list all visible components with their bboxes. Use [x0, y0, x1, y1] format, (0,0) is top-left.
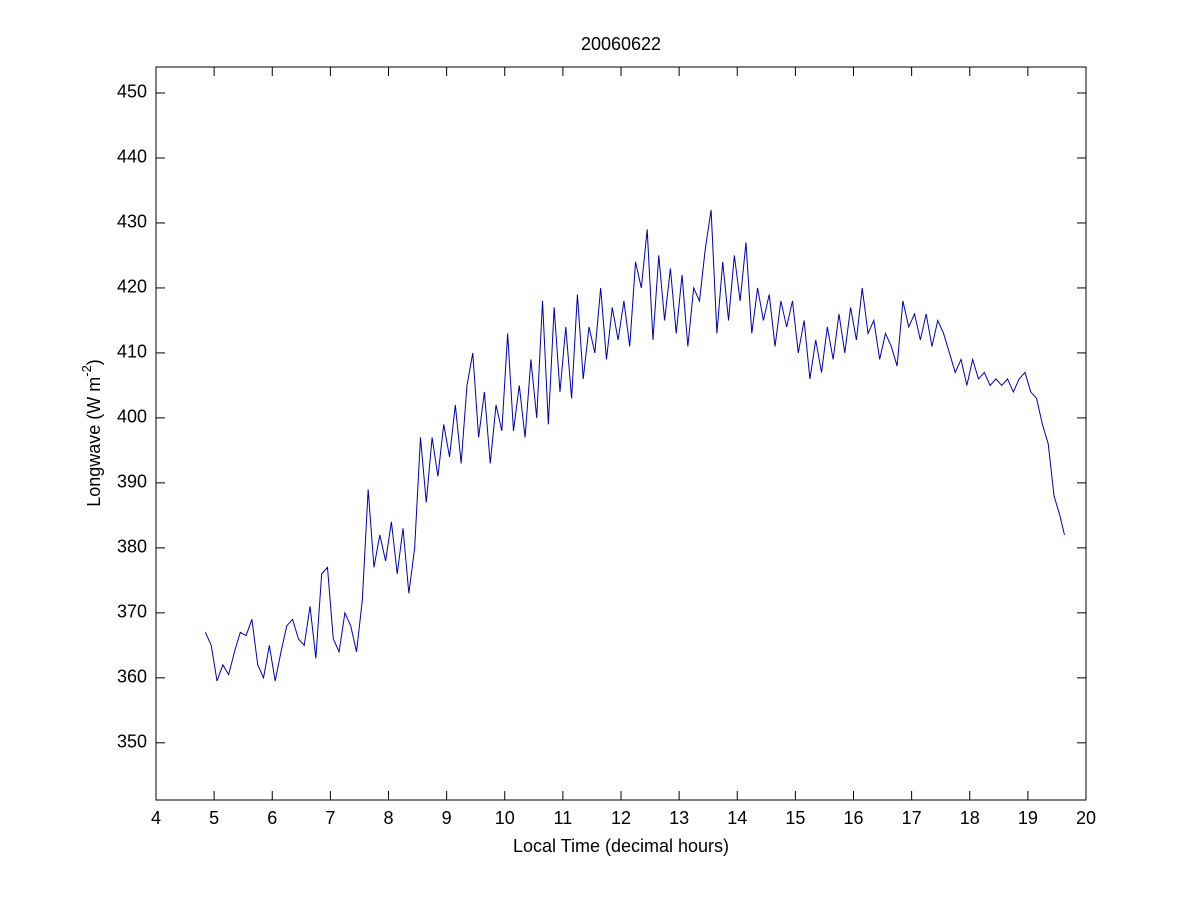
x-tick-label: 10 [495, 808, 515, 828]
x-tick-label: 8 [383, 808, 393, 828]
y-tick-label: 410 [117, 342, 147, 362]
x-tick-label: 12 [611, 808, 631, 828]
x-tick-label: 5 [209, 808, 219, 828]
x-tick-label: 6 [267, 808, 277, 828]
y-tick-label: 380 [117, 537, 147, 557]
x-tick-label: 9 [442, 808, 452, 828]
x-tick-label: 19 [1018, 808, 1038, 828]
x-tick-label: 16 [843, 808, 863, 828]
data-line [204, 209, 1065, 682]
y-axis-label-sup: -2 [79, 365, 94, 377]
x-tick-label: 18 [960, 808, 980, 828]
x-tick-label: 17 [902, 808, 922, 828]
y-axis-label-end: ) [84, 359, 104, 365]
y-tick-label: 430 [117, 212, 147, 232]
y-tick-label: 400 [117, 407, 147, 427]
plot-frame [155, 66, 1087, 801]
x-tick-label: 7 [325, 808, 335, 828]
x-axis-label: Local Time (decimal hours) [513, 836, 729, 856]
x-tick-label: 15 [785, 808, 805, 828]
x-tick-label: 4 [151, 808, 161, 828]
x-tick-label: 20 [1076, 808, 1096, 828]
x-tick-label: 13 [669, 808, 689, 828]
y-tick-label: 420 [117, 277, 147, 297]
x-tick-label: 11 [554, 808, 573, 828]
x-tick-label: 14 [727, 808, 747, 828]
y-tick-label: 360 [117, 667, 147, 687]
y-tick-label: 450 [117, 82, 147, 102]
y-tick-label: 350 [117, 732, 147, 752]
y-axis-label-main: Longwave (W m [84, 377, 104, 507]
y-tick-label: 370 [117, 602, 147, 622]
chart-title: 20060622 [581, 34, 661, 54]
y-tick-label: 440 [117, 147, 147, 167]
y-tick-label: 390 [117, 472, 147, 492]
y-axis-label: Longwave (W m-2) [79, 359, 103, 507]
